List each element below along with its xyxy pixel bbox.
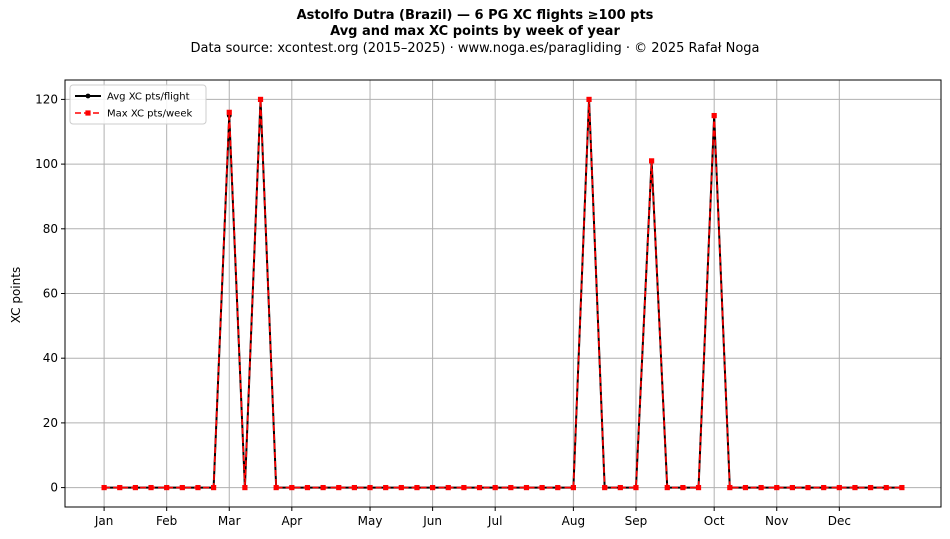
legend-label: Max XC pts/week (107, 109, 192, 120)
max-point (789, 484, 795, 491)
y-tick-label: 40 (43, 351, 58, 365)
max-point (899, 484, 905, 491)
max-point (821, 484, 827, 491)
max-point (649, 158, 655, 164)
max-point (320, 484, 326, 491)
x-tick-label: Sep (625, 514, 648, 528)
chart-subtitle: Avg and max XC points by week of year (330, 24, 620, 39)
legend-marker (85, 93, 91, 99)
x-tick-label: Dec (828, 514, 851, 528)
x-tick-label: Jul (487, 514, 502, 528)
max-point (117, 484, 123, 491)
chart-source: Data source: xcontest.org (2015–2025) · … (190, 41, 760, 56)
max-point (852, 484, 858, 491)
max-point (805, 484, 811, 491)
max-point (664, 484, 670, 491)
y-tick-label: 20 (43, 416, 58, 430)
max-point (242, 484, 248, 491)
y-tick-label: 0 (50, 481, 58, 495)
max-point (211, 484, 217, 491)
max-point (836, 484, 842, 491)
max-point (617, 484, 623, 491)
max-point (570, 484, 576, 491)
max-point (179, 484, 185, 491)
y-tick-label: 60 (43, 287, 58, 301)
max-point (539, 484, 545, 491)
max-point (602, 484, 608, 491)
max-point (351, 484, 357, 491)
max-point (289, 484, 295, 491)
chart-title: Astolfo Dutra (Brazil) — 6 PG XC flights… (296, 8, 654, 23)
max-point (555, 484, 561, 491)
max-point (336, 484, 342, 491)
data-series (101, 96, 905, 491)
x-tick-label: Nov (765, 514, 788, 528)
max-point (304, 484, 311, 491)
max-point (586, 96, 592, 103)
max-point (383, 484, 389, 491)
max-point (727, 484, 733, 491)
legend-box (69, 84, 207, 125)
max-point (101, 484, 107, 491)
max-point (398, 484, 404, 491)
max-point (508, 484, 514, 491)
max-point (257, 96, 264, 103)
x-tick-label: Jan (94, 514, 114, 528)
max-point (445, 484, 451, 491)
chart-titles: Astolfo Dutra (Brazil) — 6 PG XC flights… (0, 8, 950, 57)
max-point (476, 484, 483, 491)
max-point (226, 109, 232, 115)
max-point (164, 484, 170, 491)
x-tick-label: Mar (218, 514, 241, 528)
legend: Avg XC pts/flight Max XC pts/week (69, 84, 207, 125)
max-point (430, 484, 436, 491)
max-point (883, 484, 889, 491)
max-point (633, 484, 639, 491)
x-tick-label: Feb (156, 514, 177, 528)
y-axis-label: XC points (9, 267, 23, 323)
max-point (132, 484, 138, 491)
x-tick-label: May (358, 514, 383, 528)
axis-ticks: Jan Feb Mar Apr May Jun Jul Aug Sep Oct Nov Dec 0 20 4… (35, 92, 851, 528)
max-point (758, 484, 764, 491)
legend-marker (85, 110, 91, 116)
max-point (774, 484, 780, 491)
max-point (195, 484, 201, 491)
max-point (273, 484, 279, 491)
grid-lines (65, 80, 941, 507)
max-point (868, 484, 874, 491)
y-tick-label: 120 (35, 92, 58, 106)
max-point (523, 484, 530, 491)
max-point (461, 484, 467, 491)
max-point (695, 484, 702, 491)
x-tick-label: Apr (281, 514, 302, 528)
y-tick-label: 100 (35, 157, 58, 171)
legend-label: Avg XC pts/flight (107, 92, 190, 103)
max-point (492, 484, 498, 491)
x-tick-label: Jun (422, 514, 442, 528)
x-tick-label: Aug (562, 514, 585, 528)
x-tick-label: Oct (704, 514, 725, 528)
max-point (742, 484, 749, 491)
max-point (414, 484, 420, 491)
max-point (148, 484, 154, 491)
max-point (367, 484, 373, 491)
max-series-line (104, 99, 902, 489)
max-point (711, 112, 717, 119)
y-tick-label: 80 (43, 222, 58, 236)
max-point (680, 484, 686, 491)
